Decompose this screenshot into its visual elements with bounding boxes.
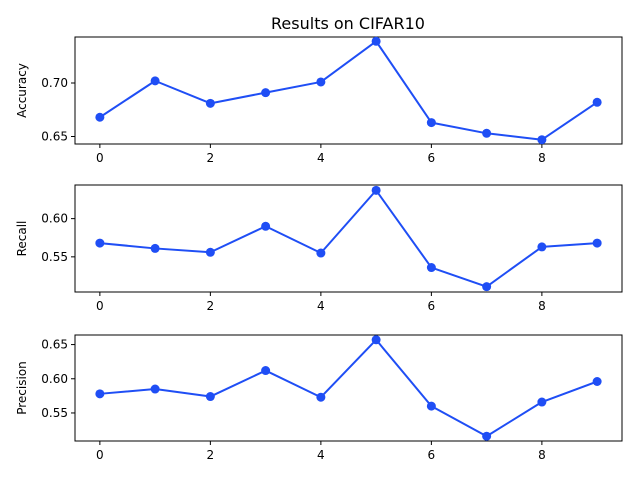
- recall-y-tick-label: 0.60: [41, 212, 68, 226]
- accuracy-x-tick-label: 6: [428, 151, 436, 165]
- recall-panel: 0 2 4 6 8 0.55 0.60 Recall: [15, 184, 623, 313]
- precision-data-point: [426, 401, 436, 411]
- precision-y-tick-label: 0.55: [41, 406, 68, 420]
- recall-axes-frame: [74, 184, 623, 293]
- recall-y-tick-label: 0.55: [41, 250, 68, 264]
- accuracy-data-point: [426, 118, 436, 128]
- accuracy-x-tick-label: 0: [96, 151, 104, 165]
- precision-x-tick-label: 2: [207, 448, 215, 462]
- precision-data-point: [537, 397, 547, 407]
- recall-x-tick-label: 2: [207, 299, 215, 313]
- subplot-stack: 0 2 4 6 8 0.65 0.70 Accuracy 0 2 4 6 8 0.55 0.60 Recall…: [15, 36, 623, 462]
- precision-data-point: [150, 384, 160, 394]
- recall-data-point: [95, 238, 105, 248]
- accuracy-data-point: [592, 97, 602, 107]
- recall-x-tick-label: 4: [317, 299, 325, 313]
- precision-x-tick-label: 4: [317, 448, 325, 462]
- precision-x-tick-label: 6: [428, 448, 436, 462]
- recall-data-point: [592, 238, 602, 248]
- accuracy-y-tick-label: 0.65: [41, 130, 68, 144]
- precision-panel: 0 2 4 6 8 0.55 0.60 0.65 Precision: [15, 334, 623, 462]
- recall-x-tick-label: 8: [538, 299, 546, 313]
- precision-x-tick-label: 0: [96, 448, 104, 462]
- precision-y-tick-label: 0.65: [41, 338, 68, 352]
- accuracy-data-point: [316, 77, 326, 87]
- accuracy-axes-frame: [74, 36, 623, 145]
- accuracy-series-line: [98, 40, 599, 141]
- recall-data-point: [150, 243, 160, 253]
- accuracy-x-tick-label: 8: [538, 151, 546, 165]
- recall-data-point: [205, 247, 215, 257]
- accuracy-data-point: [205, 98, 215, 108]
- recall-data-point: [316, 248, 326, 258]
- precision-data-point: [261, 366, 271, 376]
- chart-title: Results on CIFAR10: [271, 14, 425, 33]
- recall-x-tick-label: 0: [96, 299, 104, 313]
- precision-data-point: [316, 392, 326, 402]
- recall-data-point: [482, 282, 492, 292]
- recall-data-point: [371, 185, 381, 195]
- accuracy-y-tick-label: 0.70: [41, 76, 68, 90]
- precision-axes-frame: [74, 334, 623, 442]
- precision-data-point: [592, 377, 602, 387]
- accuracy-y-axis-label: Accuracy: [15, 63, 29, 118]
- precision-y-tick-label: 0.60: [41, 372, 68, 386]
- precision-data-point: [205, 392, 215, 402]
- accuracy-x-tick-label: 2: [207, 151, 215, 165]
- precision-data-point: [371, 335, 381, 345]
- accuracy-panel: 0 2 4 6 8 0.65 0.70 Accuracy: [15, 36, 623, 165]
- recall-data-point: [261, 221, 271, 231]
- precision-data-point: [482, 431, 492, 441]
- precision-x-tick-label: 8: [538, 448, 546, 462]
- accuracy-data-point: [150, 76, 160, 86]
- precision-y-axis-label: Precision: [15, 361, 29, 415]
- recall-series-line: [98, 189, 599, 288]
- accuracy-x-tick-label: 4: [317, 151, 325, 165]
- recall-x-tick-label: 6: [428, 299, 436, 313]
- precision-series-line: [98, 338, 599, 438]
- recall-data-point: [537, 242, 547, 252]
- recall-y-axis-label: Recall: [15, 221, 29, 257]
- precision-data-point: [95, 389, 105, 399]
- accuracy-data-point: [482, 128, 492, 138]
- accuracy-data-point: [95, 112, 105, 122]
- accuracy-data-point: [261, 88, 271, 98]
- recall-data-point: [426, 263, 436, 273]
- accuracy-data-point: [371, 36, 381, 46]
- accuracy-data-point: [537, 135, 547, 145]
